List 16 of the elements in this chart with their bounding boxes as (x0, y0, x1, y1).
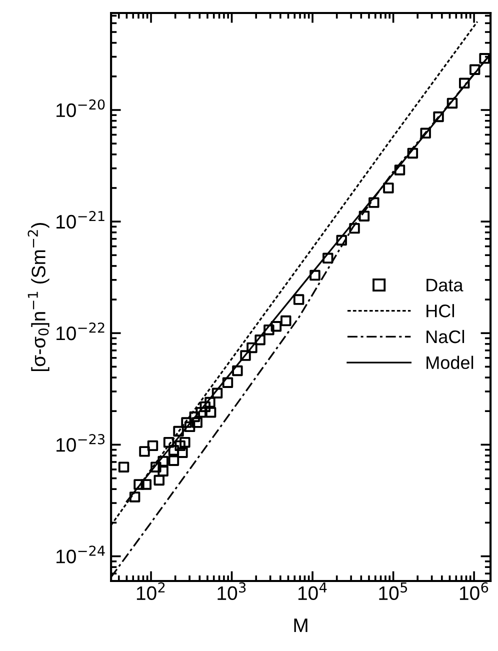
y-tick-label: 10$^{−23}$ (56, 434, 104, 452)
y-axis-title: [σ-σ$_{0}$]n$^{−1}$ (Sm$^{−2}$) (28, 223, 50, 371)
legend-label: Data (426, 278, 464, 292)
y-tick-label: 10$^{−21}$ (56, 210, 104, 229)
legend-label: NaCl (426, 330, 464, 344)
x-tick-label: 10$^{6}$ (460, 582, 488, 600)
legend-label: Model (426, 356, 474, 370)
y-tick-label: 10$^{−24}$ (56, 546, 105, 564)
legend-label: HCl (426, 304, 454, 318)
y-tick-label: 10$^{−22}$ (56, 322, 104, 340)
x-tick-label: 10$^{5}$ (379, 582, 408, 600)
y-tick-label: 10$^{−20}$ (56, 99, 105, 118)
x-tick-label: 10$^{2}$ (136, 582, 165, 600)
x-tick-label: 10$^{3}$ (218, 582, 246, 600)
x-tick-label: 10$^{4}$ (298, 582, 327, 600)
x-axis-title: M (294, 618, 308, 632)
